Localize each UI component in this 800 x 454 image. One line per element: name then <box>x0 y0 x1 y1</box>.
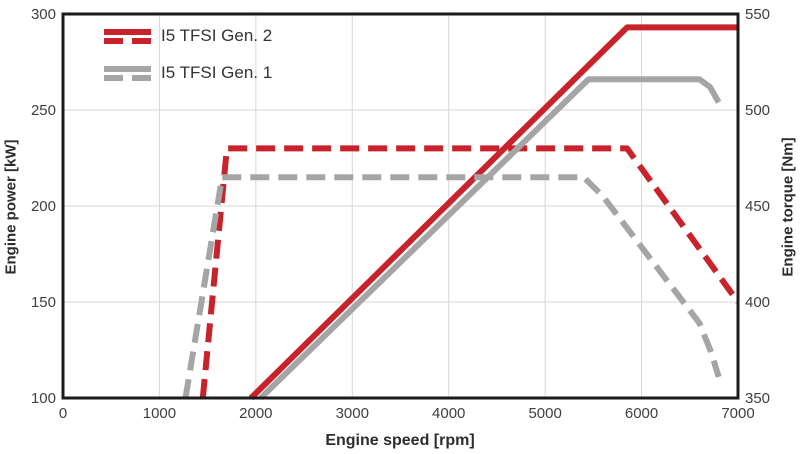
gen1-line-swatch <box>104 65 151 81</box>
y-right-tick-label: 450 <box>745 198 771 215</box>
y-right-tick-label: 500 <box>745 102 771 119</box>
x-tick-label: 0 <box>58 405 68 422</box>
gen1-solid-line-icon <box>104 65 151 72</box>
x-tick-label: 7000 <box>721 405 755 422</box>
gen1-dashed-line-icon <box>104 74 151 81</box>
y-left-tick-label: 200 <box>30 198 56 215</box>
legend-label-gen1: I5 TFSI Gen. 1 <box>161 63 273 82</box>
y-right-tick-label: 350 <box>745 390 771 407</box>
y-left-tick-label: 100 <box>30 390 56 407</box>
y-right-tick-label: 400 <box>745 294 771 311</box>
x-tick-label: 6000 <box>624 405 659 422</box>
legend-item-gen2: I5 TFSI Gen. 2 <box>104 26 272 46</box>
y-left-tick-label: 300 <box>30 6 56 23</box>
legend: I5 TFSI Gen. 2 I5 TFSI Gen. 1 <box>104 26 272 100</box>
gen2-solid-line-icon <box>104 28 151 35</box>
y-left-tick-label: 150 <box>30 294 56 311</box>
x-tick-label: 1000 <box>142 405 177 422</box>
x-tick-label: 4000 <box>432 405 466 422</box>
y-left-tick-label: 250 <box>30 102 56 119</box>
y-right-tick-label: 550 <box>745 6 771 23</box>
x-tick-label: 2000 <box>239 405 273 422</box>
gen2-dashed-line-icon <box>104 37 151 44</box>
gen2-line-swatch <box>104 28 151 44</box>
legend-item-gen1: I5 TFSI Gen. 1 <box>104 63 272 83</box>
x-axis-title: Engine speed [rpm] <box>325 432 475 449</box>
legend-label-gen2: I5 TFSI Gen. 2 <box>161 26 273 45</box>
x-tick-label: 5000 <box>528 405 562 422</box>
x-tick-label: 3000 <box>335 405 369 422</box>
